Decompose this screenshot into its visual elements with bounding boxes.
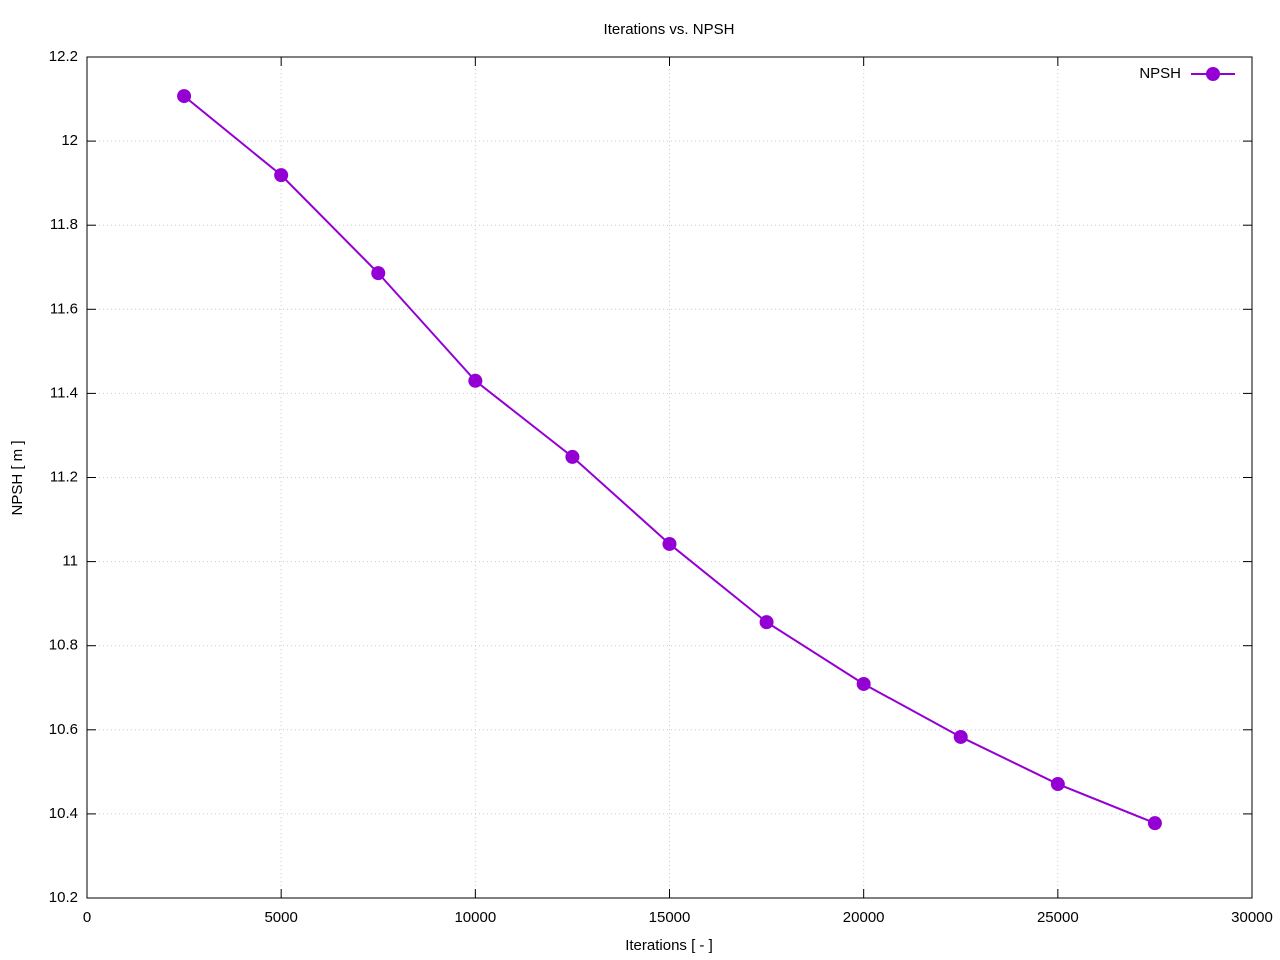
x-tick-label: 5000 (264, 909, 297, 926)
y-tick-label: 10.8 (49, 637, 78, 654)
data-point (565, 449, 580, 464)
y-tick-label: 10.4 (49, 805, 78, 822)
data-point (1050, 777, 1065, 792)
y-tick-label: 11.4 (50, 384, 78, 401)
y-tick-label: 11 (62, 553, 78, 570)
x-axis-label: Iterations [ - ] (625, 937, 713, 954)
y-tick-label: 10.2 (49, 889, 78, 906)
x-tick-label: 25000 (1037, 909, 1079, 926)
data-point (468, 373, 483, 388)
y-tick-label: 11.2 (50, 468, 78, 485)
data-point (1147, 816, 1162, 831)
data-point (274, 168, 289, 183)
data-point (856, 676, 871, 691)
data-point (953, 729, 968, 744)
x-tick-label: 0 (83, 909, 91, 926)
y-axis-label: NPSH [ m ] (9, 440, 26, 515)
y-tick-label: 12 (61, 132, 78, 149)
data-point (662, 536, 677, 551)
x-tick-label: 10000 (454, 909, 496, 926)
data-point (371, 266, 386, 281)
y-tick-label: 11.8 (50, 216, 78, 233)
legend-label: NPSH (1139, 65, 1181, 82)
y-tick-label: 10.6 (49, 721, 78, 738)
plot-border (86, 56, 1253, 899)
data-point (177, 89, 192, 104)
x-tick-label: 15000 (649, 909, 691, 926)
x-tick-label: 20000 (843, 909, 885, 926)
data-point (759, 615, 774, 630)
chart-title: Iterations vs. NPSH (604, 21, 735, 38)
x-tick-label: 30000 (1231, 909, 1273, 926)
y-tick-label: 12.2 (49, 48, 78, 65)
legend-marker (1206, 67, 1220, 81)
y-tick-label: 11.6 (50, 300, 78, 317)
